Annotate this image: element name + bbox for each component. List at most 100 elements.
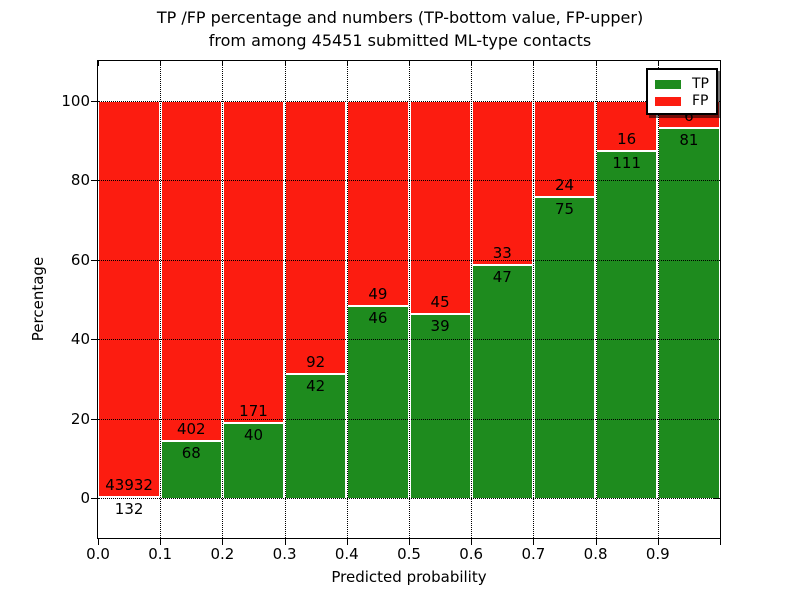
legend-entry-FP: FP bbox=[648, 93, 716, 109]
y-axis-label: Percentage bbox=[29, 256, 47, 342]
x-tick-label: 0.2 bbox=[210, 545, 235, 563]
chart-title-line2: from among 45451 submitted ML-type conta… bbox=[208, 31, 592, 50]
x-tick-label: 0.0 bbox=[86, 545, 110, 563]
fp-count-label: 92 bbox=[306, 352, 326, 371]
x-tick-bottom bbox=[596, 539, 597, 545]
vertical-gridline bbox=[160, 61, 162, 538]
stacked-bar-0.5-0.6 bbox=[409, 101, 472, 498]
stacked-bar-0.3-0.4 bbox=[284, 101, 347, 498]
tp-count-label: 46 bbox=[368, 308, 388, 327]
tp-count-label: 75 bbox=[554, 200, 575, 219]
fp-count-label: 45 bbox=[430, 292, 450, 311]
horizontal-gridline bbox=[98, 180, 720, 182]
tp-bar-segment bbox=[533, 197, 596, 498]
y-tick-label: 40 bbox=[70, 330, 90, 349]
x-tick-bottom bbox=[720, 539, 721, 545]
x-tick-bottom bbox=[160, 539, 161, 545]
fp-bar-segment bbox=[222, 101, 285, 423]
x-tick-top bbox=[98, 61, 99, 66]
vertical-gridline bbox=[595, 61, 597, 538]
y-tick-left bbox=[91, 498, 97, 499]
x-tick-label: 0.6 bbox=[459, 545, 484, 563]
vertical-gridline bbox=[409, 61, 410, 538]
x-tick-bottom bbox=[409, 539, 410, 545]
fp-count-label: 16 bbox=[617, 130, 637, 149]
chart-title-line1: TP /FP percentage and numbers (TP-bottom… bbox=[156, 8, 644, 27]
fp-bar-segment bbox=[98, 101, 161, 497]
tp-count-label: 42 bbox=[306, 376, 326, 395]
x-tick-label: 0.5 bbox=[397, 545, 421, 563]
tp-bar-segment bbox=[284, 373, 347, 498]
x-tick-bottom bbox=[533, 539, 534, 545]
fp-bar-segment bbox=[160, 101, 223, 441]
y-tick-left bbox=[91, 101, 97, 102]
tp-count-label: 39 bbox=[430, 316, 450, 335]
horizontal-gridline bbox=[98, 418, 720, 420]
y-tick-left bbox=[91, 260, 97, 261]
vertical-gridline bbox=[346, 61, 348, 538]
y-tick-left bbox=[91, 419, 97, 420]
legend-box: TP FP bbox=[646, 68, 718, 115]
stacked-bar-0.2-0.3 bbox=[222, 101, 285, 498]
plot-area: 43932 132 402 68 171 40 92 42 49 46 45 39 33 47 24 75 16… bbox=[97, 60, 721, 539]
fp-bar-segment bbox=[346, 101, 409, 306]
y-tick-label: 60 bbox=[70, 250, 90, 269]
x-tick-label: 0.8 bbox=[583, 545, 608, 563]
legend-label: TP bbox=[692, 76, 709, 92]
horizontal-gridline bbox=[98, 339, 720, 341]
tp-count-label: 40 bbox=[243, 425, 264, 444]
x-tick-bottom bbox=[285, 539, 286, 545]
fp-bar-segment bbox=[284, 101, 347, 374]
horizontal-gridline bbox=[98, 259, 720, 261]
horizontal-gridline bbox=[98, 101, 720, 102]
fp-count-label: 43932 bbox=[105, 475, 153, 494]
x-tick-bottom bbox=[347, 539, 348, 545]
tp-count-label: 81 bbox=[679, 131, 699, 150]
horizontal-gridline bbox=[98, 498, 720, 499]
x-tick-label: 0.9 bbox=[645, 545, 670, 563]
x-axis-label: Predicted probability bbox=[331, 568, 487, 586]
stacked-bar-0.0-0.1 bbox=[98, 101, 161, 498]
fp-count-label: 171 bbox=[239, 401, 268, 420]
y-tick-label: 20 bbox=[70, 409, 90, 428]
stacked-bar-0.7-0.8 bbox=[533, 101, 596, 498]
tp-bar-segment bbox=[222, 422, 285, 498]
vertical-gridline bbox=[222, 61, 224, 538]
legend-label: FP bbox=[692, 93, 709, 109]
x-tick-bottom bbox=[98, 539, 99, 545]
tp-bar-segment bbox=[346, 305, 409, 498]
y-tick-left bbox=[91, 180, 97, 181]
stacked-bar-0.9-1.0 bbox=[657, 101, 720, 498]
stacked-bar-0.4-0.5 bbox=[346, 101, 409, 498]
tp-count-label: 132 bbox=[114, 499, 144, 518]
x-tick-bottom bbox=[471, 539, 472, 545]
tp-count-label: 47 bbox=[492, 267, 512, 286]
x-tick-bottom bbox=[658, 539, 659, 545]
tp-count-label: 68 bbox=[181, 443, 201, 462]
tp-swatch-icon bbox=[655, 80, 681, 89]
vertical-gridline bbox=[533, 61, 535, 538]
x-tick-label: 0.7 bbox=[521, 545, 546, 563]
x-tick-label: 0.4 bbox=[334, 545, 359, 563]
vertical-gridline bbox=[284, 61, 286, 538]
x-tick-top bbox=[720, 61, 721, 66]
legend-entry-TP: TP bbox=[648, 76, 716, 92]
vertical-gridline bbox=[657, 61, 659, 538]
tp-count-label: 111 bbox=[612, 154, 641, 173]
fp-count-label: 24 bbox=[554, 176, 575, 195]
x-tick-label: 0.3 bbox=[272, 545, 297, 563]
fp-swatch-icon bbox=[655, 97, 681, 106]
tp-bar-segment bbox=[409, 313, 472, 498]
y-tick-label: 80 bbox=[70, 171, 90, 190]
y-tick-left bbox=[91, 339, 97, 340]
fp-bar-segment bbox=[471, 101, 534, 265]
fp-count-label: 33 bbox=[492, 243, 512, 262]
fp-count-label: 49 bbox=[368, 284, 388, 303]
fp-count-label: 6 bbox=[684, 107, 694, 126]
fp-count-label: 402 bbox=[176, 419, 206, 438]
y-tick-label: 0 bbox=[80, 489, 90, 507]
tp-bar-segment bbox=[657, 128, 720, 498]
x-tick-label: 0.1 bbox=[148, 545, 173, 563]
vertical-gridline bbox=[471, 61, 473, 538]
